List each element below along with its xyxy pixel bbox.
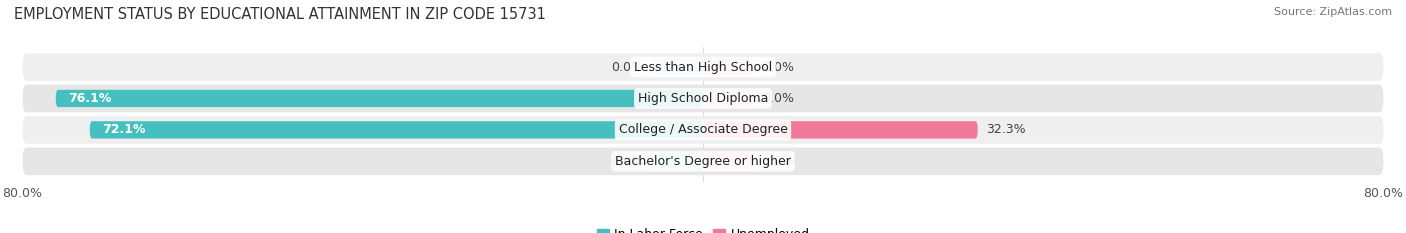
FancyBboxPatch shape bbox=[22, 53, 1384, 81]
Text: Bachelor's Degree or higher: Bachelor's Degree or higher bbox=[614, 155, 792, 168]
Text: High School Diploma: High School Diploma bbox=[638, 92, 768, 105]
FancyBboxPatch shape bbox=[22, 147, 1384, 175]
Text: 0.0%: 0.0% bbox=[612, 61, 644, 74]
Text: 0.0%: 0.0% bbox=[762, 155, 794, 168]
Legend: In Labor Force, Unemployed: In Labor Force, Unemployed bbox=[592, 223, 814, 233]
Text: Source: ZipAtlas.com: Source: ZipAtlas.com bbox=[1274, 7, 1392, 17]
Text: 0.0%: 0.0% bbox=[762, 92, 794, 105]
Text: 0.0%: 0.0% bbox=[612, 155, 644, 168]
FancyBboxPatch shape bbox=[703, 58, 754, 76]
FancyBboxPatch shape bbox=[22, 85, 1384, 112]
FancyBboxPatch shape bbox=[22, 116, 1384, 144]
Text: EMPLOYMENT STATUS BY EDUCATIONAL ATTAINMENT IN ZIP CODE 15731: EMPLOYMENT STATUS BY EDUCATIONAL ATTAINM… bbox=[14, 7, 546, 22]
Text: 76.1%: 76.1% bbox=[69, 92, 112, 105]
FancyBboxPatch shape bbox=[703, 153, 754, 170]
Text: 0.0%: 0.0% bbox=[762, 61, 794, 74]
FancyBboxPatch shape bbox=[56, 90, 703, 107]
FancyBboxPatch shape bbox=[703, 90, 754, 107]
FancyBboxPatch shape bbox=[90, 121, 703, 139]
FancyBboxPatch shape bbox=[652, 153, 703, 170]
Text: 72.1%: 72.1% bbox=[103, 123, 146, 136]
Text: 32.3%: 32.3% bbox=[986, 123, 1026, 136]
FancyBboxPatch shape bbox=[652, 58, 703, 76]
Text: Less than High School: Less than High School bbox=[634, 61, 772, 74]
Text: College / Associate Degree: College / Associate Degree bbox=[619, 123, 787, 136]
FancyBboxPatch shape bbox=[703, 121, 977, 139]
